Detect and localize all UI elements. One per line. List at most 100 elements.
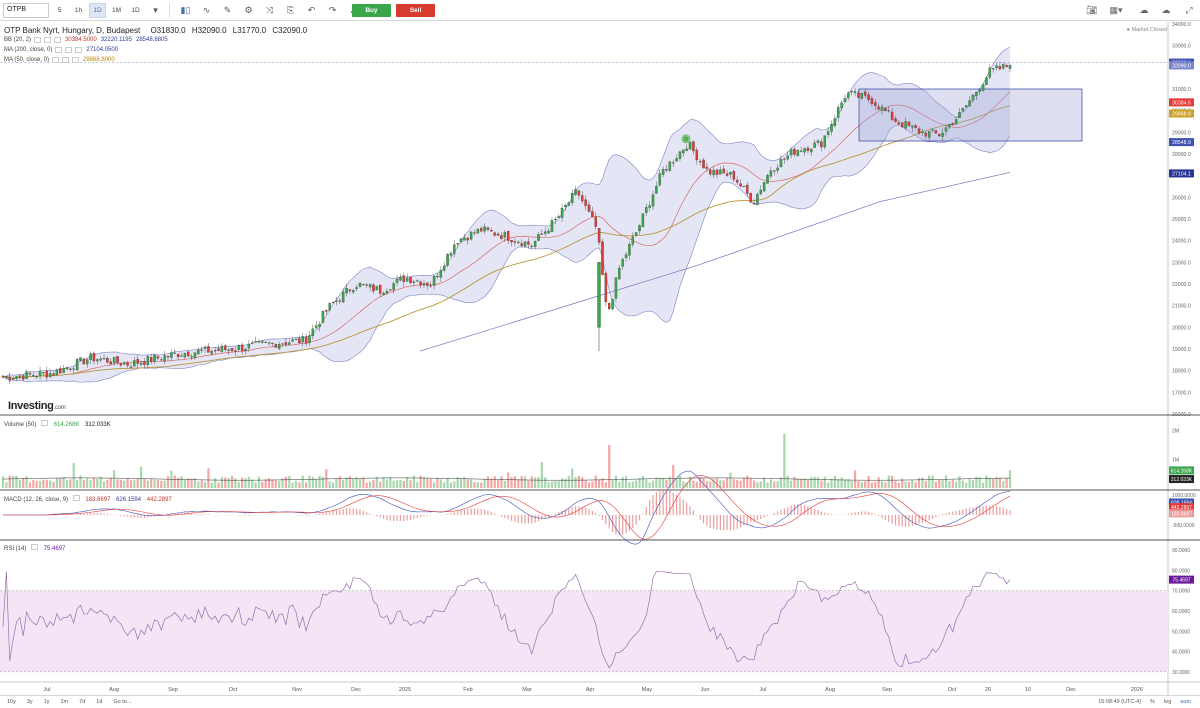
period-1y[interactable]: 1y <box>43 699 50 705</box>
fullscreen-icon[interactable]: ⤢ <box>1185 5 1193 15</box>
candle-body <box>486 227 490 230</box>
legend-rsi[interactable]: RSI (14) 75.4697 <box>4 544 65 552</box>
settings-icon[interactable] <box>62 57 70 63</box>
candle-body <box>193 352 197 358</box>
volume-bar <box>436 477 439 488</box>
visibility-icon[interactable] <box>34 37 42 43</box>
candle-body <box>914 125 917 128</box>
macd-histogram-bar <box>706 515 708 526</box>
candle-body <box>840 102 843 109</box>
auto-toggle[interactable]: auto <box>1180 699 1191 705</box>
symbol-title: OTP Bank Nyrt, Hungary, D, Budapest <box>4 26 141 35</box>
candle-body <box>550 220 554 232</box>
settings-icon[interactable] <box>72 495 80 501</box>
volume-bar <box>823 476 826 488</box>
settings-gear-icon[interactable]: ⚙ <box>244 4 253 15</box>
cloud-load-icon[interactable]: ☁ <box>1161 5 1171 15</box>
candle-body <box>890 111 894 120</box>
period-1m[interactable]: 1m <box>60 699 69 705</box>
volume-bar <box>338 476 341 488</box>
macd-histogram-bar <box>699 515 701 520</box>
price-tick-label: 16000.0 <box>1172 412 1191 418</box>
candle-body <box>850 91 853 93</box>
candle-body <box>685 148 688 151</box>
macd-histogram-bar <box>409 515 412 520</box>
percent-toggle[interactable]: % <box>1150 699 1155 705</box>
visibility-icon[interactable] <box>52 57 60 63</box>
period-3y[interactable]: 3y <box>26 699 33 705</box>
period-10y[interactable]: 10y <box>7 699 16 705</box>
price-tag <box>1169 98 1194 107</box>
macd-histogram-bar <box>120 515 122 517</box>
candle-type-icon[interactable]: ▮▯ <box>180 4 191 15</box>
candle-body <box>611 298 614 310</box>
macd-histogram-bar <box>864 511 866 515</box>
volume-bar <box>948 480 951 488</box>
macd-histogram-bar <box>332 510 334 515</box>
candle-body <box>826 131 830 135</box>
volume-bar <box>15 475 18 488</box>
candle-body <box>358 283 362 287</box>
symbol-input[interactable]: OTPB <box>3 2 49 18</box>
settings-icon[interactable] <box>31 544 39 550</box>
close-icon[interactable] <box>54 37 62 43</box>
volume-bar <box>742 477 746 488</box>
legend-ma200[interactable]: MA (200, close, 0) 27104.0500 <box>4 47 118 53</box>
candle-body <box>18 375 22 378</box>
legend-macd[interactable]: MACD (12, 26, close, 9) 183.8697 626.159… <box>4 495 172 503</box>
volume-bar <box>752 480 756 488</box>
legend-volume[interactable]: Volume (50) 614.268K 312.033K <box>4 420 111 428</box>
settings-icon[interactable] <box>65 47 73 53</box>
chart-canvas[interactable]: 34000.033000.032000.031000.030000.029000… <box>0 22 1200 695</box>
macd-histogram-bar <box>460 510 462 515</box>
legend-bb[interactable]: BB (20, 2) 30384.5000 32220.1195 28548.8… <box>4 37 168 43</box>
candle-body <box>991 68 995 70</box>
cloud-save-icon[interactable]: ☁ <box>1139 5 1149 15</box>
volume-bar <box>291 482 294 488</box>
layout-icon[interactable]: ▦▾ <box>1109 5 1123 15</box>
volume-bar <box>510 477 513 488</box>
period-1d[interactable]: 1d <box>96 699 103 705</box>
close-icon[interactable] <box>72 57 80 63</box>
compare-icon[interactable]: ⤨ <box>265 4 274 15</box>
volume-bar <box>850 480 853 488</box>
legend-ma50[interactable]: MA (50, close, 0) 29868.8000 <box>4 57 115 63</box>
rsi-axis-label: 90.0000 <box>1172 548 1190 554</box>
interval-1d[interactable]: 1D <box>89 2 106 18</box>
macd-histogram-bar <box>521 515 523 524</box>
candle-body <box>665 169 668 171</box>
templates-icon[interactable]: ⎘ <box>286 4 295 15</box>
period-7d[interactable]: 7d <box>79 699 86 705</box>
price-tag-label: 28548.9 <box>1172 140 1191 146</box>
chart-area[interactable]: 34000.033000.032000.031000.030000.029000… <box>0 22 1200 695</box>
candle-body <box>368 284 372 288</box>
candle-body <box>830 124 833 132</box>
settings-icon[interactable] <box>41 420 49 426</box>
macd-histogram-bar <box>194 514 196 515</box>
macd-histogram-bar <box>197 514 199 515</box>
chevron-down-icon[interactable]: ▾ <box>153 4 158 15</box>
go-to-date[interactable]: Go to... <box>113 699 132 705</box>
redo-icon[interactable]: ↷ <box>328 4 337 15</box>
indicators-icon[interactable]: ∿ <box>202 4 211 15</box>
macd-histogram-bar <box>150 515 152 517</box>
candle-body <box>530 245 533 247</box>
interval-1h[interactable]: 1h <box>74 6 83 14</box>
buy-button[interactable]: Buy <box>352 4 391 17</box>
volume-bar <box>796 478 799 488</box>
time-axis-label: Jul <box>43 687 50 693</box>
macd-histogram-bar <box>948 512 950 515</box>
sell-button[interactable]: Sell <box>396 4 435 17</box>
volume-bar <box>675 478 678 488</box>
interval-dropdown[interactable]: 1D <box>131 6 140 14</box>
settings-icon[interactable] <box>44 37 52 43</box>
candle-body <box>496 233 500 236</box>
drawing-tools-icon[interactable]: ✎ <box>223 4 232 15</box>
visibility-icon[interactable] <box>55 47 63 53</box>
undo-icon[interactable]: ↶ <box>307 4 316 15</box>
camera-icon[interactable]: 📷︎ <box>1086 5 1098 15</box>
interval-1m[interactable]: 1M <box>111 6 122 14</box>
log-toggle[interactable]: log <box>1163 699 1172 705</box>
close-icon[interactable] <box>75 47 83 53</box>
interval-5m[interactable]: 5 <box>57 6 62 14</box>
